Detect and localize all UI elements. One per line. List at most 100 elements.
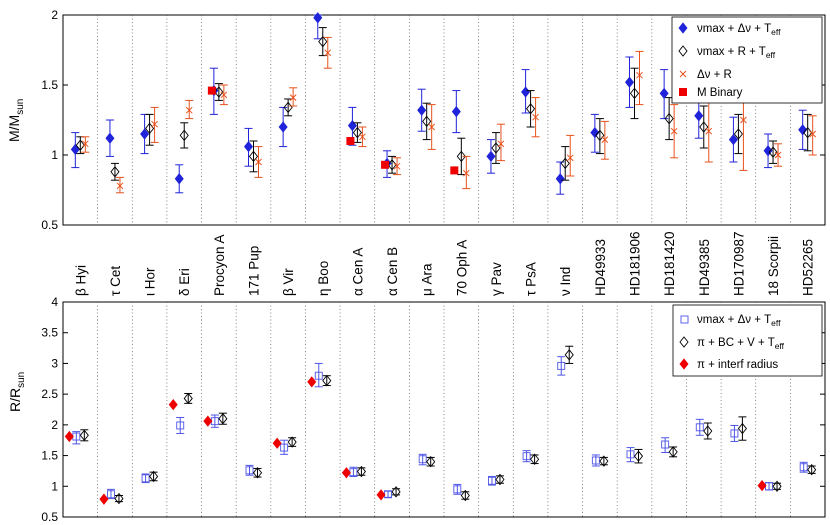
mass-point-m_dnu_r [151, 120, 158, 128]
mass-point-m_dnu_r [255, 158, 262, 166]
radius-panel: 0.5 1 1.5 2 2.5 3 3.5 4 R/Rsun νmax + Δν + Teff… [7, 295, 826, 524]
legend-marker-filled-diamond-red [679, 358, 689, 370]
mass-point-m_dnu_r [740, 116, 747, 124]
mass-y-tick-label: 0.5 [41, 218, 58, 232]
mass-point-m_dnu_r [289, 94, 297, 101]
star-label: 18 Scorpii [766, 236, 781, 296]
radius-legend-box [672, 304, 823, 377]
radius-errorbar-r_scaling [141, 473, 150, 484]
legend-marker-open-square-blue [680, 315, 689, 324]
mass-point-m_scaling [313, 12, 323, 24]
mass-errorbar-m_dnu_r [635, 50, 644, 106]
radius-point-r_bc [356, 465, 366, 478]
radius-errorbar-r_scaling [730, 424, 739, 442]
radius-legend-entry-bc: π + BC + V + Teff [697, 337, 785, 351]
mass-point-m_radius [595, 129, 605, 142]
radius-y-tick-label: 0.5 [41, 510, 58, 524]
radius-point-r_bc [772, 480, 782, 493]
mass-point-m_dnu_r [428, 123, 436, 131]
mass-point-m_radius [456, 150, 466, 163]
radius-point-r_bc [807, 463, 817, 476]
mass-y-tick-label: 1 [51, 148, 58, 162]
mass-point-m_dnu_r [359, 133, 366, 141]
mass-point-m_radius [699, 121, 709, 133]
mass-point-m_scaling [659, 87, 669, 100]
mass-legend-entry-radius: νmax + R + Teff [697, 46, 776, 60]
radius-point-r_scaling [107, 490, 115, 499]
mass-point-m_dnu_r [670, 127, 678, 135]
star-label: HD181906 [628, 231, 643, 296]
radius-point-r_scaling [314, 371, 323, 380]
mass-point-m_scaling [798, 124, 808, 136]
radius-y-tick-label: 2 [51, 418, 58, 432]
star-label: γ Pav [489, 262, 504, 296]
mass-point-m_radius [526, 103, 536, 115]
radius-y-tick-label: 1 [51, 479, 58, 493]
mass-errorbar-m_radius [561, 146, 570, 181]
mass-point-m_radius [214, 86, 224, 98]
mass-point-m_radius [110, 166, 120, 178]
radius-errorbar-r_scaling [661, 437, 670, 453]
star-label: 70 Oph A [454, 240, 469, 296]
radius-errorbar-r_bc [495, 475, 504, 484]
mass-legend: νmax + Δν + Teff νmax + R + Teff Δν + R … [671, 16, 823, 104]
radius-point-r_scaling [730, 429, 739, 438]
radius-point-interf [99, 493, 109, 505]
mass-point-m_radius [387, 159, 397, 171]
radius-point-interf [757, 480, 767, 492]
mass-panel: 0.5 1 1.5 2 M/Msun νmax + Δν + Teff νmax + … [6, 8, 826, 232]
star-label: ι Hor [143, 267, 158, 296]
star-label: HD170987 [731, 231, 746, 296]
star-label: HD181420 [662, 231, 677, 296]
radius-y-tick-label: 3.5 [41, 326, 58, 340]
radius-errorbar-r_scaling [280, 439, 289, 455]
star-label: β Vir [281, 268, 296, 296]
mass-point-m_dnu_r [393, 162, 401, 170]
radius-point-r_bc [287, 436, 297, 448]
radius-point-r_bc [252, 467, 263, 479]
star-label: τ PsA [524, 262, 539, 296]
radius-point-r_scaling [695, 423, 704, 432]
radius-point-r_bc [460, 489, 470, 502]
mass-point-m_scaling [590, 126, 600, 139]
radius-point-r_bc [703, 425, 713, 437]
radius-point-interf [203, 415, 213, 427]
mass-errorbar-m_radius [595, 118, 604, 155]
radius-point-r_bc [149, 470, 159, 483]
mass-point-m_radius [768, 146, 778, 158]
radius-point-interf [307, 376, 317, 388]
radius-y-tick-label: 3 [51, 356, 58, 370]
radius-point-r_scaling [245, 466, 254, 475]
mass-point-m_dnu_r [462, 169, 470, 177]
radius-point-r_scaling [626, 450, 635, 459]
mass-point-m_scaling [624, 76, 635, 88]
mass-errorbar-m_dnu_r [808, 115, 817, 156]
radius-legend-entry-interf: π + interf radius [697, 359, 778, 371]
radius-point-r_bc [495, 473, 505, 486]
radius-errorbar-r_bc [461, 491, 470, 500]
radius-y-axis-label: R/Rsun [7, 372, 27, 412]
radius-errorbar-r_scaling [314, 362, 323, 388]
mass-legend-entry-binary: M Binary [697, 87, 743, 99]
star-label: HD49385 [697, 239, 712, 296]
radius-point-r_scaling [453, 485, 462, 494]
radius-point-interf [168, 398, 178, 411]
mass-point-m_radius [248, 150, 259, 163]
radius-errorbar-r_scaling [210, 414, 219, 428]
star-label: δ Eri [177, 268, 192, 296]
radius-point-interf [64, 430, 74, 443]
radius-point-r_scaling [591, 456, 600, 465]
mass-point-m_dnu_r [324, 49, 332, 57]
mass-point-m_dnu_r [566, 154, 574, 162]
mass-point-binary [381, 160, 390, 169]
mass-point-m_dnu_r [81, 140, 89, 148]
mass-point-m_dnu_r [220, 91, 228, 99]
radius-point-r_bc [530, 453, 540, 465]
mass-errorbar-m_radius [803, 113, 812, 152]
mass-errorbar-m_radius [769, 140, 778, 164]
mass-errorbar-m_radius [699, 105, 708, 149]
mass-point-m_scaling [451, 105, 461, 118]
mass-point-m_radius [560, 157, 570, 170]
radius-errorbar-r_bc [392, 488, 401, 496]
